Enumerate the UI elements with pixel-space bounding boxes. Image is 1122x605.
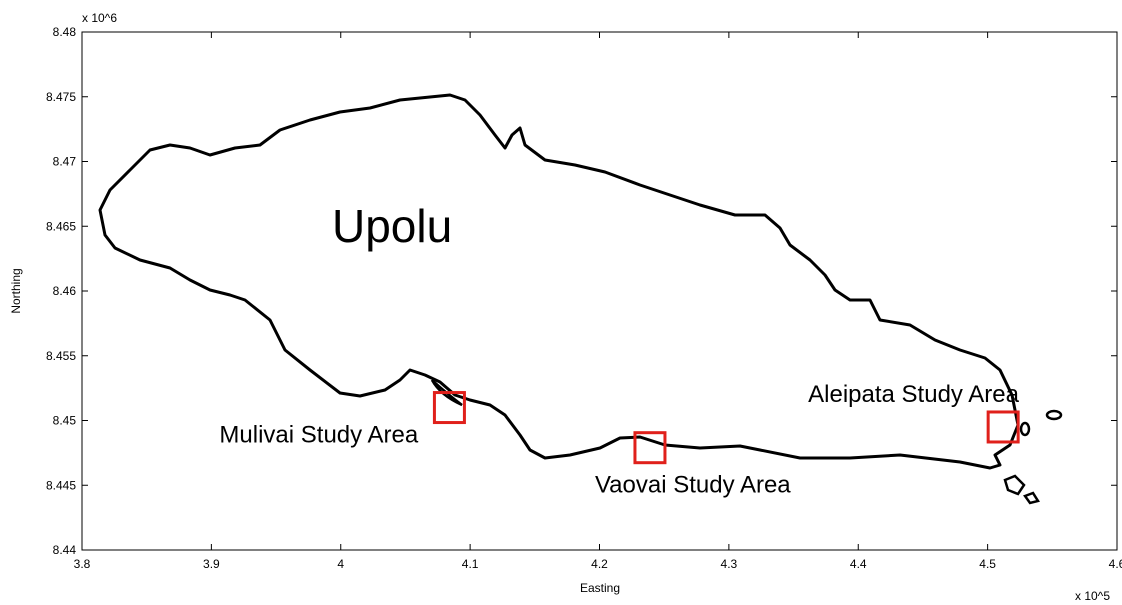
x-tick-label: 3.9 [203, 557, 220, 571]
y-tick-label: 8.44 [53, 543, 77, 557]
x-tick-label: 4.5 [979, 557, 996, 571]
y-tick-label: 8.455 [46, 349, 76, 363]
islet [1023, 491, 1040, 505]
y-tick-label: 8.465 [46, 219, 76, 233]
x-tick-label: 4.2 [591, 557, 608, 571]
study-area-box [986, 410, 1020, 444]
y-axis-label: Northing [9, 268, 23, 313]
study-area-label: Mulivai Study Area [219, 422, 418, 449]
study-area-label: Vaovai Study Area [595, 472, 791, 499]
y-tick-label: 8.475 [46, 90, 76, 104]
y-tick-label: 8.46 [53, 284, 77, 298]
y-tick-label: 8.445 [46, 478, 76, 492]
study-area-label: Aleipata Study Area [808, 381, 1019, 408]
study-area-box [432, 391, 466, 425]
x-tick-label: 4.4 [850, 557, 867, 571]
study-area-box [633, 431, 667, 465]
islet [1019, 421, 1031, 437]
y-tick-label: 8.47 [53, 155, 77, 169]
islet [1045, 409, 1063, 421]
island-label: Upolu [332, 200, 452, 252]
islet [1003, 474, 1026, 496]
x-tick-label: 4.6 [1109, 557, 1122, 571]
y-tick-label: 8.45 [53, 414, 77, 428]
x-tick-label: 4 [337, 557, 344, 571]
upolu-coastline [98, 93, 1020, 470]
x-tick-label: 3.8 [74, 557, 91, 571]
x-tick-label: 4.3 [721, 557, 738, 571]
coastline-layer [98, 93, 1063, 505]
islet [430, 379, 463, 407]
y-exponent: x 10^6 [82, 11, 117, 25]
x-axis-label: Easting [580, 581, 620, 595]
x-exponent: x 10^5 [1075, 589, 1110, 603]
x-tick-label: 4.1 [462, 557, 479, 571]
y-tick-label: 8.48 [53, 25, 77, 39]
